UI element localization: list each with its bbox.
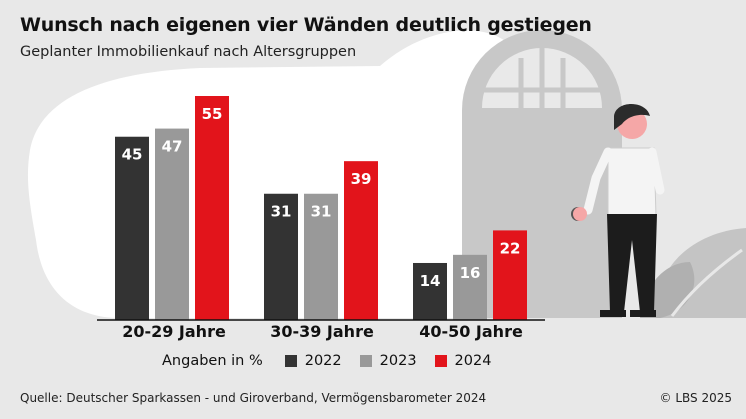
category-label-30-39: 30-39 Jahre <box>270 322 374 341</box>
legend-entry-2022: 2022 <box>284 353 342 369</box>
legend-label-2022: 2022 <box>304 353 342 369</box>
copyright-note: © LBS 2025 <box>659 391 733 405</box>
bar-2023-3 <box>453 254 487 320</box>
bar-2022-2 <box>264 193 298 320</box>
bar-2022-1 <box>115 136 149 320</box>
bar-2024-3 <box>493 230 527 320</box>
legend-entry-2023: 2023 <box>359 353 417 369</box>
legend-swatch-2024 <box>434 355 447 367</box>
unit-label: Angaben in % <box>162 353 263 369</box>
legend-label-2024: 2024 <box>454 353 492 369</box>
bar-2022-3 <box>413 262 447 320</box>
bar-2024-2 <box>344 161 378 320</box>
person-illustration <box>573 104 665 317</box>
bar-2024-1 <box>195 96 229 320</box>
source-note: Quelle: Deutscher Sparkassen - und Girov… <box>20 391 487 405</box>
legend-label-2023: 2023 <box>379 353 417 369</box>
legend-swatch-2023 <box>359 355 372 367</box>
bar-group: 45 31 14 47 31 16 55 39 22 <box>115 96 527 320</box>
bar-2023-1 <box>155 128 189 320</box>
bar-value-label: 39 <box>351 170 372 188</box>
category-label-20-29: 20-29 Jahre <box>122 322 226 341</box>
chart-subtitle: Geplanter Immobilienkauf nach Altersgrup… <box>20 44 357 60</box>
legend-swatch-2022 <box>284 355 297 367</box>
legend-entry-2024: 2024 <box>434 353 492 369</box>
legend: Angaben in % 2022 2023 2024 <box>162 353 509 369</box>
bar-value-label: 45 <box>122 146 143 164</box>
category-label-40-50: 40-50 Jahre <box>419 322 523 341</box>
bar-value-label: 47 <box>162 138 183 156</box>
bar-value-label: 31 <box>311 203 332 221</box>
bar-value-label: 31 <box>271 203 292 221</box>
chart-title: Wunsch nach eigenen vier Wänden deutlich… <box>20 14 592 36</box>
bar-value-label: 55 <box>202 105 223 123</box>
bar-value-label: 14 <box>420 272 441 290</box>
bar-value-label: 22 <box>500 239 521 257</box>
bar-2023-2 <box>304 193 338 320</box>
bar-value-label: 16 <box>460 264 481 282</box>
